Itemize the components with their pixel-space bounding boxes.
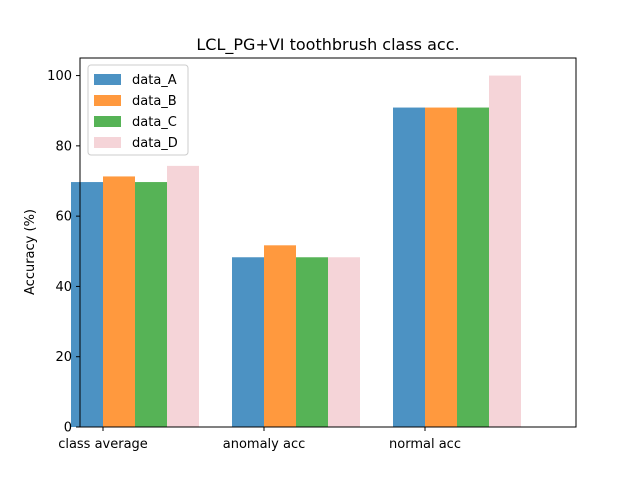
y-axis: 0 20 40 60 80 100 <box>47 69 80 436</box>
bar-data_D-2 <box>489 75 521 428</box>
y-tick-label-5: 100 <box>47 69 72 84</box>
legend-label-data_B: data_B <box>132 94 177 109</box>
chart-title: LCL_PG+VI toothbrush class acc. <box>196 35 459 55</box>
bar-data_A-0 <box>71 182 103 427</box>
x-tick-label-2: normal acc <box>389 437 461 452</box>
bar-data_D-0 <box>167 165 199 428</box>
x-tick-label-1: anomaly acc <box>223 437 306 452</box>
x-axis: class average anomaly acc normal acc <box>58 427 461 452</box>
y-tick-label-1: 20 <box>55 350 72 365</box>
bar-data_C-0 <box>135 182 167 427</box>
x-tick-label-0: class average <box>58 437 148 452</box>
legend-box <box>87 64 189 156</box>
y-tick-label-2: 40 <box>55 280 72 295</box>
bar-data_C-1 <box>296 257 328 427</box>
plot-area <box>71 75 521 428</box>
bar-data_B-0 <box>103 176 135 427</box>
legend-swatch-data_B <box>94 95 121 106</box>
bar-data_B-2 <box>425 107 457 428</box>
bar-data_A-1 <box>232 257 264 427</box>
bar-data_C-2 <box>457 107 489 428</box>
y-axis-label: Accuracy (%) <box>23 209 38 295</box>
legend-label-data_D: data_D <box>132 136 178 151</box>
legend-label-data_A: data_A <box>132 73 177 88</box>
bar-data_D-1 <box>328 257 360 427</box>
y-tick-label-0: 0 <box>64 421 72 436</box>
legend: data_A data_B data_C data_D <box>87 64 189 156</box>
bar-data_A-2 <box>393 107 425 428</box>
legend-swatch-data_D <box>94 137 121 148</box>
legend-swatch-data_A <box>94 74 121 85</box>
legend-swatch-data_C <box>94 116 121 127</box>
y-tick-label-3: 60 <box>55 210 72 225</box>
y-tick-label-4: 80 <box>55 139 72 154</box>
bar-data_B-1 <box>264 245 296 427</box>
plot-frame <box>79 57 577 428</box>
legend-label-data_C: data_C <box>132 115 177 130</box>
